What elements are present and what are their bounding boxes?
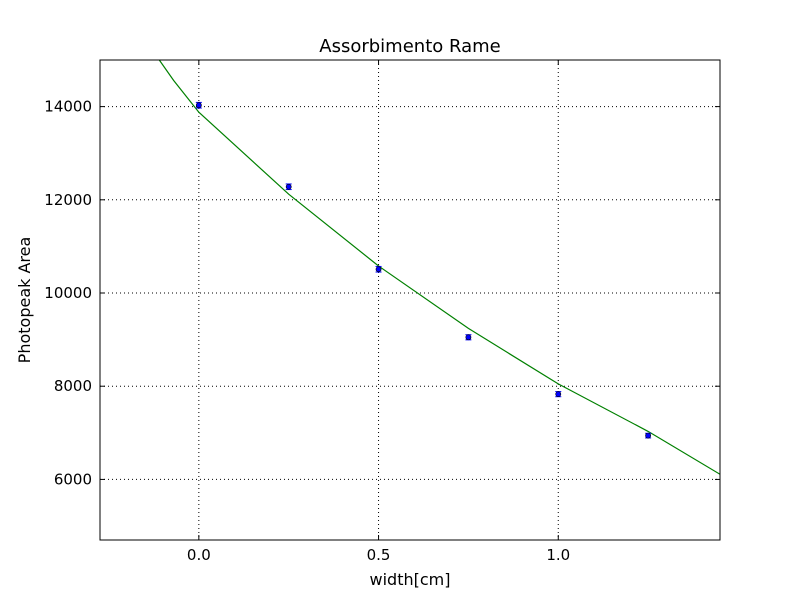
data-point [555,391,562,398]
y-tick-label: 6000 [54,470,92,488]
grid [100,60,720,540]
data-point [375,266,382,273]
x-tick-label: 0.5 [367,546,391,564]
data-point [465,334,472,341]
x-axis-label: width[cm] [370,570,451,589]
data-point [645,432,652,439]
data-points-layer [195,101,652,439]
y-tick-label: 8000 [54,377,92,395]
data-point [285,183,292,190]
chart-title: Assorbimento Rame [319,36,500,57]
data-point [195,102,202,109]
x-tick-label: 0.0 [187,546,211,564]
y-axis-label: Photopeak Area [15,237,34,364]
y-tick-label: 14000 [44,98,92,116]
y-tick-label: 10000 [44,284,92,302]
x-tick-label: 1.0 [546,546,570,564]
y-tick-label: 12000 [44,191,92,209]
plot-frame [99,59,721,541]
axis-ticks: 0.0 0.5 1.0 6000 8000 10000 12000 14000 [44,60,720,564]
